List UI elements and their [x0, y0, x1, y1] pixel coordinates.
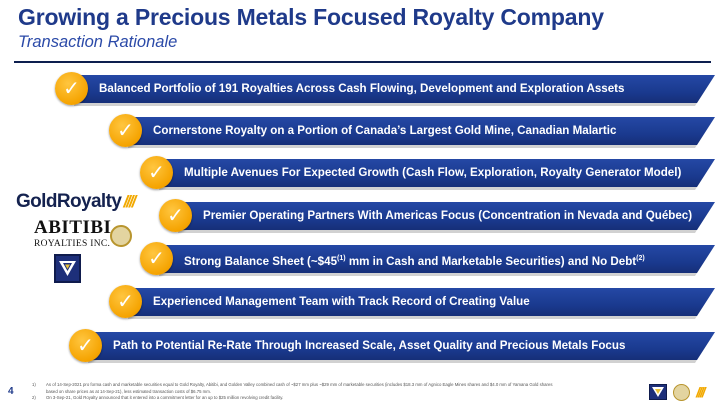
rationale-text: Path to Potential Re-Rate Through Increa… — [113, 339, 626, 352]
abitibi-mini-seal-icon — [673, 384, 690, 401]
rationale-item: ✓ Balanced Portfolio of 191 Royalties Ac… — [55, 72, 715, 103]
page-title: Growing a Precious Metals Focused Royalt… — [18, 4, 604, 30]
rationale-text: Experienced Management Team with Track R… — [153, 295, 530, 308]
abitibi-royalties-logo: ABITIBI ROYALTIES INC. — [34, 217, 134, 249]
gold-royalty-mini-mark: //// — [696, 384, 705, 400]
golden-valley-mini-logo — [649, 384, 667, 400]
rationale-item: ✓ Premier Operating Partners With Americ… — [159, 199, 715, 230]
page-number: 4 — [8, 386, 14, 397]
rationale-text: Premier Operating Partners With Americas… — [203, 209, 693, 222]
check-icon: ✓ — [140, 156, 173, 189]
rationale-band — [157, 245, 715, 273]
rationale-text: Balanced Portfolio of 191 Royalties Acro… — [99, 82, 625, 95]
check-icon: ✓ — [55, 72, 88, 105]
rationale-item: ✓ Strong Balance Sheet (~$45(1) mm in Ca… — [140, 242, 715, 273]
rationale-band — [157, 159, 715, 187]
rationale-text: Strong Balance Sheet (~$45(1) mm in Cash… — [184, 254, 645, 268]
check-icon: ✓ — [140, 242, 173, 275]
rationale-text: Cornerstone Royalty on a Portion of Cana… — [153, 124, 617, 137]
rationale-item: ✓ Multiple Avenues For Expected Growth (… — [140, 156, 715, 187]
gold-stripes-icon: //// — [123, 192, 136, 211]
rationale-item: ✓ Experienced Management Team with Track… — [109, 285, 715, 316]
title-divider — [14, 61, 711, 63]
check-icon: ✓ — [109, 114, 142, 147]
check-icon: ✓ — [159, 199, 192, 232]
check-icon: ✓ — [69, 329, 102, 362]
footnotes: 1) As of 14-Sep-2021 pro forma cash and m… — [32, 382, 562, 402]
footnote: 1) As of 14-Sep-2021 pro forma cash and m… — [32, 382, 553, 394]
footer-logos: //// — [649, 383, 717, 401]
rationale-band — [176, 202, 715, 230]
rationale-band — [86, 332, 715, 360]
page-subtitle: Transaction Rationale — [18, 33, 178, 51]
check-icon: ✓ — [109, 285, 142, 318]
footnote: 2) On 3-Sep-21, Gold Royalty announced th… — [32, 395, 284, 401]
rationale-band — [72, 75, 715, 103]
golden-valley-logo — [54, 254, 81, 283]
rationale-text: Multiple Avenues For Expected Growth (Ca… — [184, 166, 682, 179]
rationale-band — [126, 117, 715, 145]
gold-royalty-logo: GoldRoyalty//// — [16, 191, 136, 212]
abitibi-seal-icon — [110, 225, 132, 247]
rationale-band — [126, 288, 715, 316]
rationale-item: ✓ Cornerstone Royalty on a Portion of Ca… — [109, 114, 715, 145]
rationale-item: ✓ Path to Potential Re-Rate Through Incr… — [69, 329, 715, 360]
